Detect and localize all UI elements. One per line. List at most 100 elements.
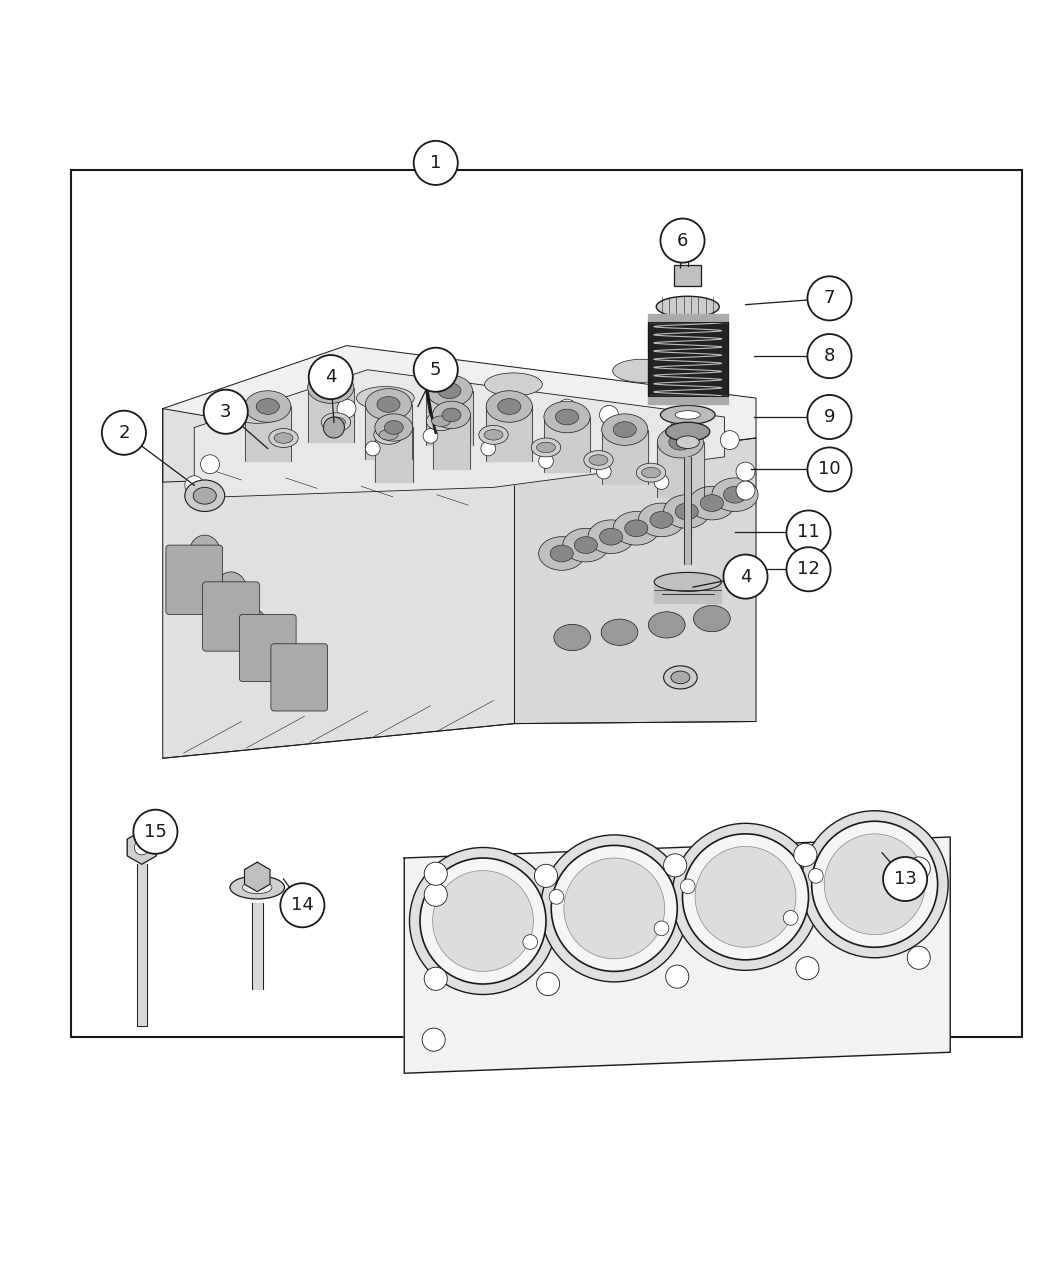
Circle shape bbox=[680, 878, 695, 894]
Circle shape bbox=[280, 884, 324, 927]
Circle shape bbox=[600, 405, 618, 425]
Polygon shape bbox=[127, 831, 156, 864]
Circle shape bbox=[424, 968, 447, 991]
Ellipse shape bbox=[486, 390, 532, 422]
Circle shape bbox=[420, 858, 546, 984]
Circle shape bbox=[783, 910, 798, 926]
Ellipse shape bbox=[256, 399, 279, 414]
Polygon shape bbox=[163, 346, 756, 482]
Ellipse shape bbox=[656, 296, 719, 317]
Ellipse shape bbox=[694, 606, 731, 631]
Ellipse shape bbox=[689, 486, 735, 520]
Circle shape bbox=[414, 348, 458, 391]
Polygon shape bbox=[308, 388, 354, 442]
Circle shape bbox=[564, 858, 665, 959]
Ellipse shape bbox=[613, 511, 659, 546]
Ellipse shape bbox=[675, 411, 700, 419]
Circle shape bbox=[807, 448, 852, 492]
Ellipse shape bbox=[321, 413, 351, 432]
Circle shape bbox=[414, 140, 458, 185]
Ellipse shape bbox=[356, 386, 414, 409]
Ellipse shape bbox=[426, 412, 456, 431]
Ellipse shape bbox=[600, 528, 623, 546]
FancyBboxPatch shape bbox=[239, 615, 296, 682]
Polygon shape bbox=[602, 430, 648, 484]
Circle shape bbox=[323, 417, 344, 439]
Circle shape bbox=[808, 868, 823, 884]
Polygon shape bbox=[486, 407, 532, 462]
Ellipse shape bbox=[723, 486, 747, 504]
Text: 9: 9 bbox=[824, 408, 835, 426]
Ellipse shape bbox=[485, 372, 543, 397]
Ellipse shape bbox=[664, 495, 710, 528]
FancyBboxPatch shape bbox=[203, 581, 259, 652]
Ellipse shape bbox=[649, 612, 685, 638]
Text: 8: 8 bbox=[824, 347, 835, 365]
Ellipse shape bbox=[642, 468, 660, 478]
Circle shape bbox=[551, 845, 677, 972]
Polygon shape bbox=[433, 414, 470, 469]
Polygon shape bbox=[245, 862, 270, 891]
Polygon shape bbox=[163, 408, 514, 759]
Circle shape bbox=[365, 441, 380, 456]
Circle shape bbox=[422, 1028, 445, 1051]
Circle shape bbox=[736, 481, 755, 500]
Circle shape bbox=[534, 864, 558, 887]
Circle shape bbox=[201, 455, 219, 474]
Ellipse shape bbox=[650, 511, 673, 528]
Circle shape bbox=[907, 857, 930, 880]
Ellipse shape bbox=[584, 450, 613, 469]
Circle shape bbox=[794, 843, 817, 867]
Ellipse shape bbox=[669, 435, 692, 450]
Ellipse shape bbox=[654, 572, 721, 592]
Ellipse shape bbox=[438, 382, 461, 399]
Circle shape bbox=[204, 390, 248, 434]
Ellipse shape bbox=[700, 495, 723, 511]
Text: 6: 6 bbox=[677, 232, 688, 250]
Ellipse shape bbox=[601, 620, 638, 645]
Circle shape bbox=[549, 890, 564, 904]
Ellipse shape bbox=[638, 504, 685, 537]
Circle shape bbox=[736, 462, 755, 481]
Circle shape bbox=[481, 441, 496, 456]
Ellipse shape bbox=[563, 528, 609, 562]
Ellipse shape bbox=[664, 666, 697, 689]
Text: 4: 4 bbox=[326, 368, 336, 386]
Text: 13: 13 bbox=[894, 870, 917, 887]
Circle shape bbox=[801, 811, 948, 958]
Ellipse shape bbox=[636, 463, 666, 482]
Text: 11: 11 bbox=[797, 524, 820, 542]
Text: 5: 5 bbox=[430, 361, 441, 379]
Circle shape bbox=[796, 956, 819, 979]
Bar bbox=[71, 171, 1022, 1037]
Ellipse shape bbox=[426, 375, 472, 407]
Polygon shape bbox=[544, 417, 590, 472]
Circle shape bbox=[907, 946, 930, 969]
Ellipse shape bbox=[498, 399, 521, 414]
FancyBboxPatch shape bbox=[674, 265, 701, 286]
Ellipse shape bbox=[308, 372, 354, 403]
Circle shape bbox=[824, 834, 925, 935]
Circle shape bbox=[185, 476, 204, 495]
Ellipse shape bbox=[554, 625, 590, 650]
Circle shape bbox=[134, 840, 149, 854]
Circle shape bbox=[720, 431, 739, 450]
Circle shape bbox=[523, 935, 538, 950]
Text: 4: 4 bbox=[740, 567, 751, 585]
Ellipse shape bbox=[365, 389, 412, 421]
Circle shape bbox=[672, 824, 819, 970]
Text: 15: 15 bbox=[144, 822, 167, 840]
FancyBboxPatch shape bbox=[166, 546, 223, 615]
Ellipse shape bbox=[602, 414, 648, 445]
Ellipse shape bbox=[613, 422, 636, 437]
Ellipse shape bbox=[229, 400, 286, 423]
Ellipse shape bbox=[589, 455, 608, 465]
Ellipse shape bbox=[666, 422, 710, 441]
Circle shape bbox=[807, 395, 852, 439]
Ellipse shape bbox=[555, 409, 579, 425]
Ellipse shape bbox=[236, 608, 268, 645]
Text: 12: 12 bbox=[797, 560, 820, 579]
Circle shape bbox=[671, 418, 690, 437]
Circle shape bbox=[102, 411, 146, 455]
Ellipse shape bbox=[660, 405, 715, 425]
